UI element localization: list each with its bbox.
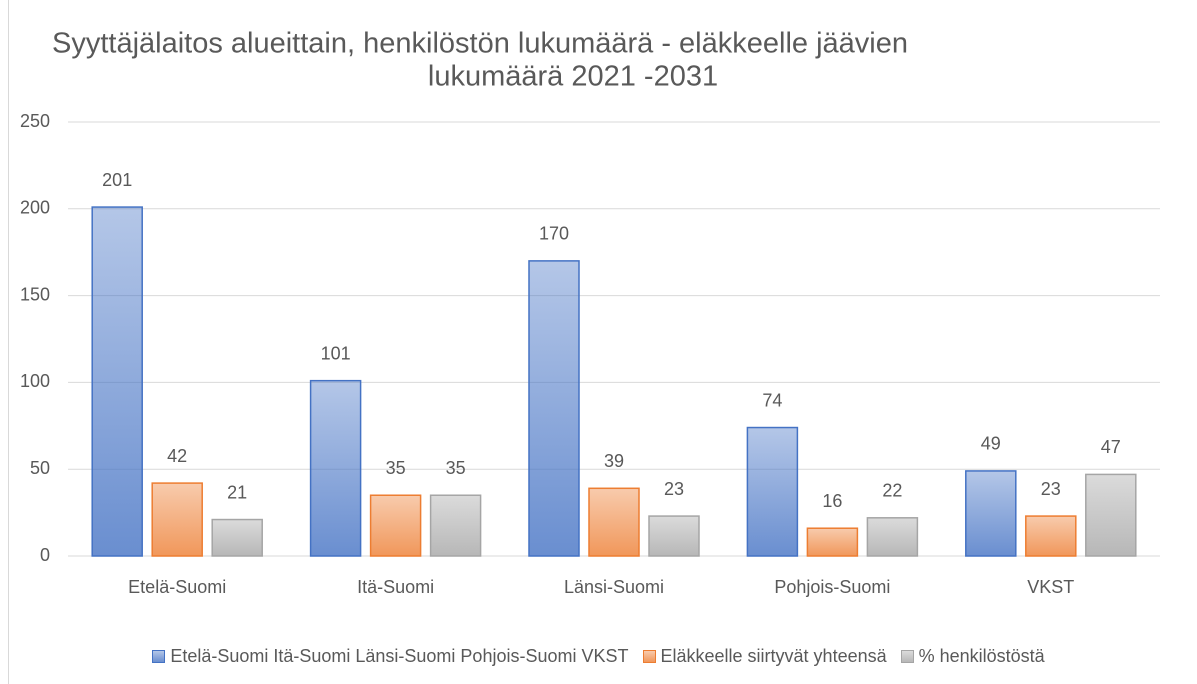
bar <box>965 470 1017 557</box>
bar <box>91 206 143 557</box>
data-label: 22 <box>882 481 902 501</box>
legend-label: Eläkkeelle siirtyvät yhteensä <box>660 646 887 666</box>
data-label: 201 <box>102 170 132 190</box>
bar <box>1025 515 1077 557</box>
bar <box>746 426 799 557</box>
legend-item: Eläkkeelle siirtyvät yhteensä <box>642 646 887 667</box>
data-label: 49 <box>981 434 1001 454</box>
legend-swatch <box>152 650 166 663</box>
data-label: 42 <box>167 446 187 466</box>
chart-title: lukumäärä 2021 -2031 <box>428 61 718 93</box>
legend-swatch <box>642 650 656 663</box>
bar <box>309 379 362 557</box>
bar <box>1085 473 1137 557</box>
legend-label: Etelä-Suomi Itä-Suomi Länsi-Suomi Pohjoi… <box>170 646 629 666</box>
data-label: 16 <box>822 491 842 511</box>
data-label: 74 <box>762 390 782 410</box>
chart-border <box>8 0 9 684</box>
bar <box>369 494 422 557</box>
data-label: 39 <box>604 451 624 471</box>
data-label: 170 <box>539 224 569 244</box>
data-label: 21 <box>227 482 247 502</box>
x-tick-label: Länsi-Suomi <box>564 577 664 597</box>
bar <box>806 527 859 557</box>
legend: Etelä-Suomi Itä-Suomi Länsi-Suomi Pohjoi… <box>8 646 1189 667</box>
data-label: 35 <box>446 458 466 478</box>
data-label: 101 <box>321 343 351 363</box>
bar <box>528 260 580 557</box>
data-label: 23 <box>664 479 684 499</box>
data-label: 23 <box>1041 479 1061 499</box>
bar <box>429 494 482 557</box>
bar <box>648 515 700 557</box>
bar <box>588 487 640 557</box>
legend-item: % henkilöstöstä <box>900 646 1045 667</box>
y-tick-label: 0 <box>40 545 50 565</box>
x-tick-label: Pohjois-Suomi <box>774 577 890 597</box>
x-tick-label: VKST <box>1027 577 1074 597</box>
y-tick-label: 100 <box>20 371 50 391</box>
legend-swatch <box>900 650 914 663</box>
chart-title: Syyttäjälaitos alueittain, henkilöstön l… <box>52 28 908 60</box>
y-tick-label: 50 <box>30 458 50 478</box>
x-tick-label: Itä-Suomi <box>357 577 434 597</box>
y-tick-label: 250 <box>20 111 50 131</box>
bar <box>211 518 263 557</box>
legend-item: Etelä-Suomi Itä-Suomi Länsi-Suomi Pohjoi… <box>152 646 629 667</box>
legend-label: % henkilöstöstä <box>918 646 1045 666</box>
bar <box>866 517 919 557</box>
x-tick-label: Etelä-Suomi <box>128 577 226 597</box>
y-tick-label: 200 <box>20 198 50 218</box>
data-label: 35 <box>386 458 406 478</box>
bar <box>151 482 203 557</box>
y-tick-label: 150 <box>20 284 50 304</box>
data-label: 47 <box>1101 437 1121 457</box>
